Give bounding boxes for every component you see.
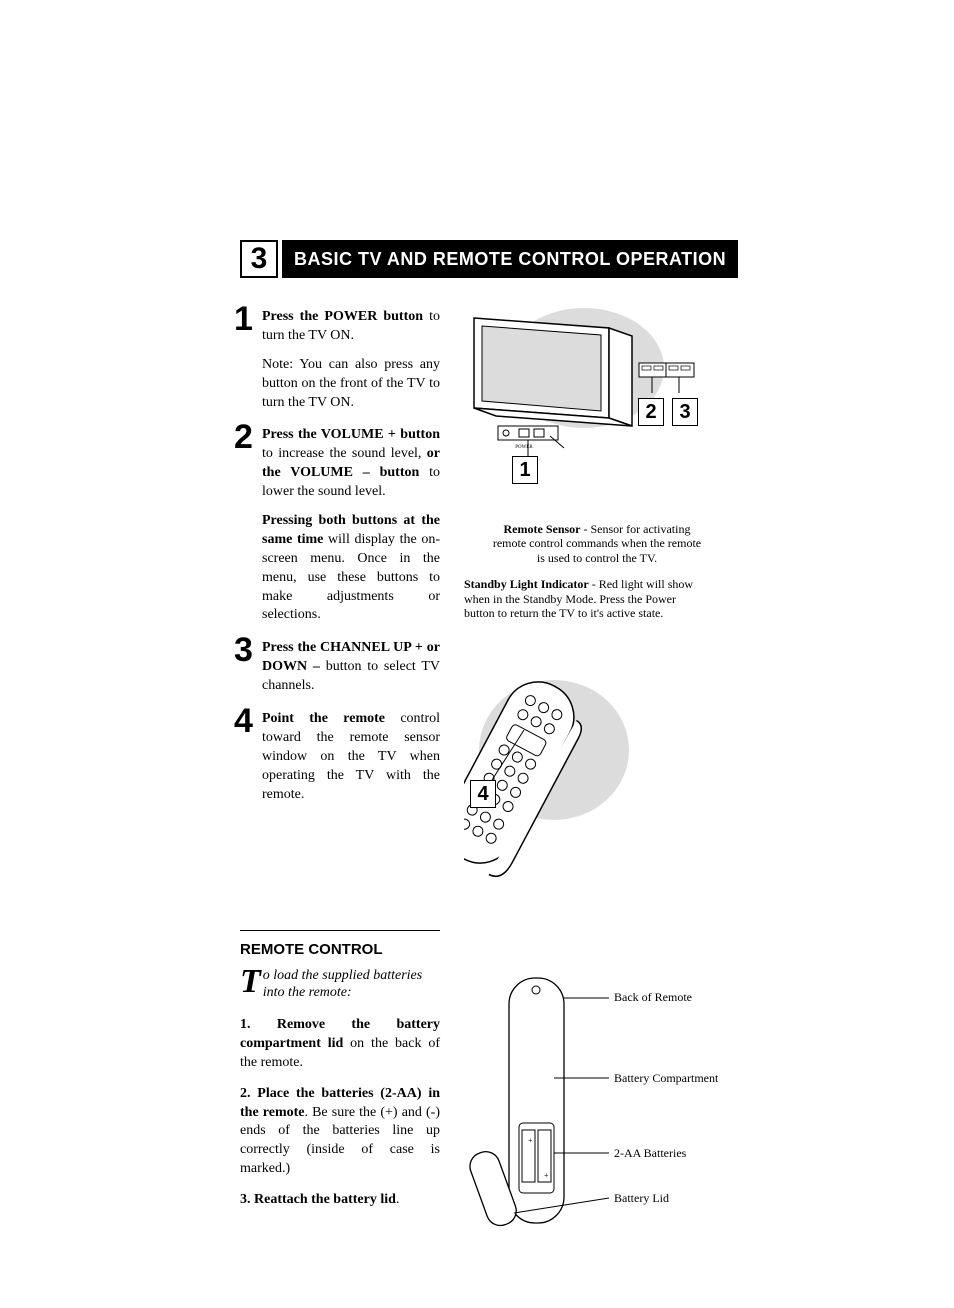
diagram-column: POWER 1 [464, 308, 894, 900]
step-bold: Press the VOLUME + button [262, 427, 440, 442]
section-header: 3 BASIC TV AND REMOTE CONTROL OPERATION [240, 240, 894, 278]
label-lid: Battery Lid [614, 1191, 669, 1206]
callout-2: 2 [638, 398, 664, 426]
remote-sensor-text: Remote Sensor - Sensor for activating re… [492, 522, 702, 565]
callout-num: 2 [645, 401, 656, 424]
dropcap: T [240, 968, 263, 997]
divider [240, 930, 440, 931]
standby-bold: Standby Light Indicator [464, 577, 589, 591]
standby-text: Standby Light Indicator - Red light will… [464, 577, 704, 620]
bstep-text: . [396, 1192, 400, 1207]
section-number-box: 3 [240, 240, 278, 278]
remote-control-heading: REMOTE CONTROL [240, 941, 894, 958]
step-bold: Point the remote [262, 711, 385, 726]
label-back: Back of Remote [614, 990, 692, 1005]
step-num: 4 [234, 704, 253, 738]
section-title-bar: BASIC TV AND REMOTE CONTROL OPERATION [282, 240, 738, 278]
callout-num: 1 [519, 459, 530, 482]
bstep-bold: 3. Reattach the battery lid [240, 1192, 396, 1207]
step-num: 1 [234, 302, 253, 336]
step-num: 3 [234, 633, 253, 667]
power-label: POWER [515, 445, 533, 450]
battery-step-3: 3. Reattach the battery lid. [240, 1191, 440, 1210]
sensor-bold: Remote Sensor [504, 522, 581, 536]
step-4: 4 Point the remote control toward the re… [240, 710, 440, 804]
svg-text:+: + [528, 1136, 533, 1145]
svg-text:+: + [544, 1171, 549, 1180]
battery-intro: To load the supplied batteries into the … [240, 968, 440, 1002]
remote-svg [464, 640, 714, 900]
label-compartment: Battery Compartment [614, 1071, 718, 1086]
steps-column: 1 Press the POWER button to turn the TV … [240, 308, 440, 900]
callout-num: 4 [477, 783, 488, 806]
callout-3: 3 [672, 398, 698, 426]
section-number: 3 [251, 242, 268, 276]
intro-text: o load the supplied batteries into the r… [263, 968, 422, 1000]
remote-diagram: 4 [464, 640, 714, 900]
battery-step-2: 2. Place the batteries (2-AA) in the rem… [240, 1085, 440, 1179]
step-bold: Press the POWER button [262, 309, 423, 324]
label-batteries: 2-AA Batteries [614, 1146, 686, 1161]
step-3: 3 Press the CHANNEL UP + or DOWN – butto… [240, 639, 440, 696]
callout-1: 1 [512, 456, 538, 484]
section-title: BASIC TV AND REMOTE CONTROL OPERATION [294, 249, 726, 270]
step-2: 2 Press the VOLUME + button to increase … [240, 426, 440, 625]
battery-svg: + + [464, 968, 724, 1248]
battery-diagram-col: + + Back of Remote Battery Compartment 2… [464, 968, 894, 1248]
tv-diagram: POWER 1 [464, 308, 714, 518]
callout-num: 3 [679, 401, 690, 424]
callout-4: 4 [470, 780, 496, 808]
step-text: to increase the sound level, [262, 446, 427, 461]
step-1: 1 Press the POWER button to turn the TV … [240, 308, 440, 412]
step-note: Note: You can also press any button on t… [262, 356, 440, 413]
step-num: 2 [234, 420, 253, 454]
battery-diagram: + + Back of Remote Battery Compartment 2… [464, 968, 724, 1248]
battery-step-1: 1. Remove the battery compartment lid on… [240, 1016, 440, 1073]
